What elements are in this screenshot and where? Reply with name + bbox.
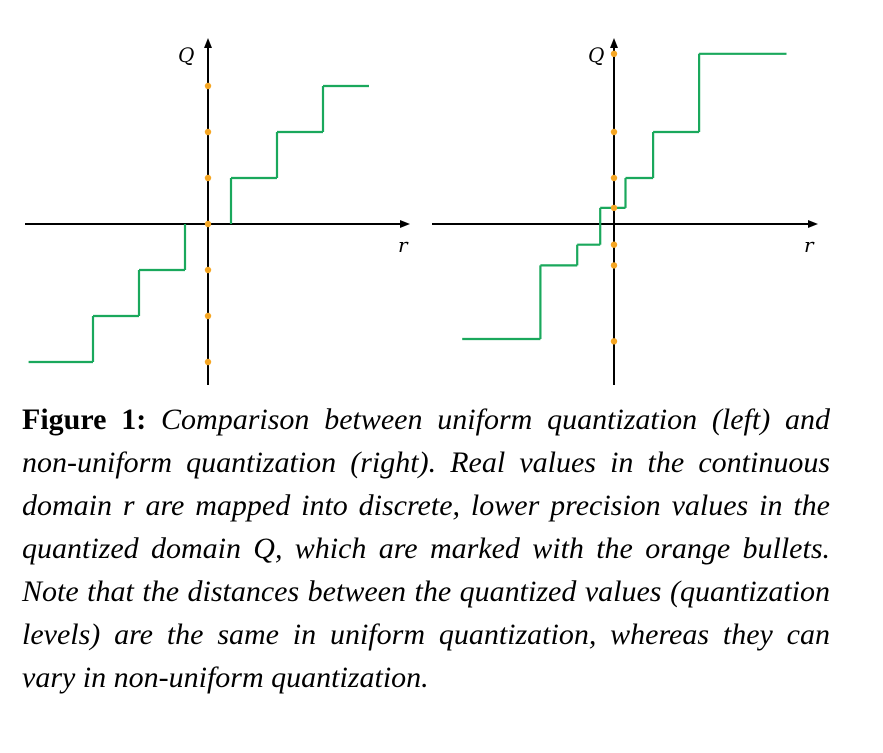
- x-axis-arrow-icon: [808, 220, 818, 228]
- quantization-level-bullet: [204, 174, 212, 182]
- non-uniform-quantization-panel: rQ: [432, 38, 818, 385]
- y-axis-arrow-icon: [610, 38, 618, 48]
- uniform-quantization-panel: rQ: [25, 38, 410, 385]
- y-axis-label: Q: [588, 43, 604, 67]
- caption-label: Figure 1:: [22, 403, 147, 436]
- quantization-level-bullet: [204, 128, 212, 136]
- quantization-level-bullet: [610, 204, 618, 212]
- quantization-level-bullet: [610, 128, 618, 136]
- quantization-level-bullet: [204, 312, 212, 320]
- quantization-level-bullet: [610, 50, 618, 57]
- quantization-level-bullet: [204, 82, 212, 90]
- quantization-level-bullet: [610, 338, 618, 345]
- quantization-level-bullet: [610, 241, 618, 248]
- x-axis-label: r: [804, 233, 815, 257]
- quantization-level-bullet: [204, 220, 212, 228]
- y-axis-label: Q: [178, 43, 194, 67]
- quantization-level-bullet: [204, 266, 212, 274]
- y-axis-arrow-icon: [204, 38, 212, 48]
- caption-text: Comparison between uniform quantization …: [22, 403, 830, 694]
- quantization-level-bullet: [610, 174, 618, 182]
- quantization-level-bullet: [204, 358, 212, 366]
- quantization-figure: rQ rQ: [25, 38, 818, 385]
- figure-caption: Figure 1: Comparison between uniform qua…: [22, 398, 830, 699]
- x-axis-label: r: [398, 233, 409, 257]
- x-axis-arrow-icon: [400, 220, 410, 228]
- quantization-level-bullet: [610, 262, 618, 269]
